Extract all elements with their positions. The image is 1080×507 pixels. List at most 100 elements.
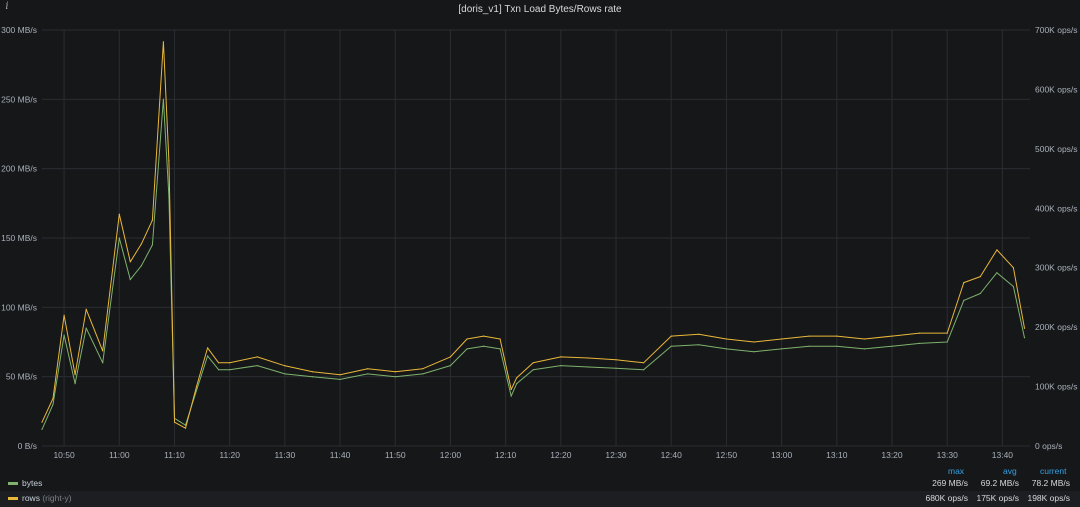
data-point-bytes <box>587 366 590 368</box>
data-point-rows <box>808 335 810 337</box>
data-point-bytes <box>996 272 998 274</box>
data-point-rows <box>85 308 87 310</box>
rows-color-swatch[interactable] <box>8 497 18 500</box>
data-point-bytes <box>919 342 921 344</box>
data-point-rows <box>510 388 512 391</box>
data-point-bytes <box>499 348 501 350</box>
data-point-rows <box>173 421 176 423</box>
data-point-bytes <box>367 373 369 375</box>
legend-header-max[interactable]: max <box>948 466 965 476</box>
data-point-bytes <box>449 365 451 367</box>
data-point-bytes <box>1023 337 1026 339</box>
data-point-bytes <box>670 345 672 347</box>
data-point-rows <box>129 261 131 263</box>
data-point-bytes <box>129 279 131 281</box>
data-point-rows <box>256 356 258 358</box>
data-point-rows <box>963 282 965 284</box>
x-tick-label: 12:40 <box>661 450 683 460</box>
data-point-bytes <box>891 345 893 347</box>
legend-header-avg[interactable]: avg <box>1003 466 1017 476</box>
data-point-rows <box>394 371 396 373</box>
data-point-bytes <box>102 362 104 364</box>
data-point-rows <box>422 368 424 370</box>
data-point-rows <box>1012 267 1015 269</box>
legend-avg-value: 175K ops/s <box>976 493 1019 503</box>
data-point-rows <box>919 332 921 334</box>
data-point-bytes <box>979 292 981 295</box>
data-point-rows <box>615 359 617 361</box>
data-point-bytes <box>516 383 518 385</box>
data-point-bytes <box>339 378 341 380</box>
data-point-rows <box>698 333 700 335</box>
data-point-rows <box>516 377 518 379</box>
info-icon[interactable]: i <box>5 1 9 12</box>
data-point-rows <box>367 368 369 370</box>
data-point-rows <box>753 341 755 343</box>
data-point-bytes <box>229 369 231 371</box>
left-y-tick-label: 0 B/s <box>18 441 37 451</box>
data-point-rows <box>41 421 43 423</box>
data-point-rows <box>781 338 783 340</box>
legend-header-current[interactable]: current <box>1040 466 1067 476</box>
data-point-rows <box>311 371 314 373</box>
panel-title[interactable]: [doris_v1] Txn Load Bytes/Rows rate <box>458 4 622 15</box>
x-tick-label: 11:20 <box>219 450 240 460</box>
x-tick-label: 10:50 <box>53 450 75 460</box>
bytes-color-swatch[interactable] <box>8 482 18 485</box>
series-lines <box>41 41 1026 430</box>
left-y-tick-label: 50 MB/s <box>6 372 37 382</box>
legend-current-value: 198K ops/s <box>1027 493 1070 503</box>
data-point-rows <box>670 335 672 337</box>
data-point-rows <box>466 338 468 340</box>
data-point-bytes <box>863 348 866 350</box>
left-y-tick-label: 200 MB/s <box>1 164 37 174</box>
data-point-rows <box>162 41 164 43</box>
data-point-rows <box>168 160 170 162</box>
left-y-axis: 0 B/s 50 MB/s 100 MB/s 150 MB/s 200 MB/s 250 … <box>1 25 37 451</box>
data-point-rows <box>207 347 209 349</box>
x-tick-label: 11:50 <box>385 450 406 460</box>
data-point-rows <box>218 362 220 364</box>
right-y-tick-label: 300K ops/s <box>1035 263 1078 273</box>
x-tick-label: 13:30 <box>937 450 959 460</box>
data-point-bytes <box>394 376 396 378</box>
legend-avg-value: 69.2 MB/s <box>980 478 1019 488</box>
x-tick-label: 12:20 <box>550 450 572 460</box>
data-point-rows <box>836 335 838 337</box>
x-axis: 10:50 11:00 11:10 11:20 11:30 11:40 11:50 12:00… <box>53 450 1013 460</box>
series-line-rows[interactable] <box>41 41 1025 429</box>
line-chart[interactable]: 0 B/s 50 MB/s 100 MB/s 150 MB/s 200 MB/s 250 … <box>0 0 1080 462</box>
data-point-rows <box>643 362 645 364</box>
data-point-rows <box>483 335 485 337</box>
data-point-bytes <box>836 345 838 347</box>
x-tick-label: 13:00 <box>771 450 793 460</box>
grid-lines <box>42 29 1030 447</box>
data-point-rows <box>449 356 451 358</box>
right-y-axis: 0 ops/s 100K ops/s 200K ops/s 300K ops/s 400… <box>1035 25 1078 451</box>
data-point-bytes <box>218 369 220 371</box>
legend-item-bytes[interactable]: bytes 269 MB/s 69.2 MB/s 78.2 MB/s <box>0 476 1080 492</box>
data-point-bytes <box>808 345 810 347</box>
data-point-bytes <box>140 265 142 267</box>
data-point-bytes <box>162 98 164 100</box>
data-point-bytes <box>151 244 153 246</box>
data-point-rows <box>229 362 231 364</box>
data-point-bytes <box>284 373 286 375</box>
data-point-bytes <box>63 334 65 336</box>
x-tick-label: 12:30 <box>605 450 627 460</box>
data-point-rows <box>339 374 341 376</box>
data-point-rows <box>946 332 948 334</box>
data-point-bytes <box>118 237 120 239</box>
data-point-rows <box>1023 327 1026 329</box>
data-point-bytes <box>532 369 534 371</box>
legend-series-label: rows (right-y) <box>22 493 72 503</box>
legend-item-rows[interactable]: rows (right-y) 680K ops/s 175K ops/s 198… <box>0 491 1080 507</box>
series-line-bytes[interactable] <box>41 98 1025 430</box>
legend-series-axis-note: (right-y) <box>42 493 72 503</box>
data-point-bytes <box>698 344 700 346</box>
x-tick-label: 12:10 <box>495 450 517 460</box>
data-point-bytes <box>560 365 562 367</box>
data-point-rows <box>560 356 562 358</box>
data-point-rows <box>587 357 590 359</box>
